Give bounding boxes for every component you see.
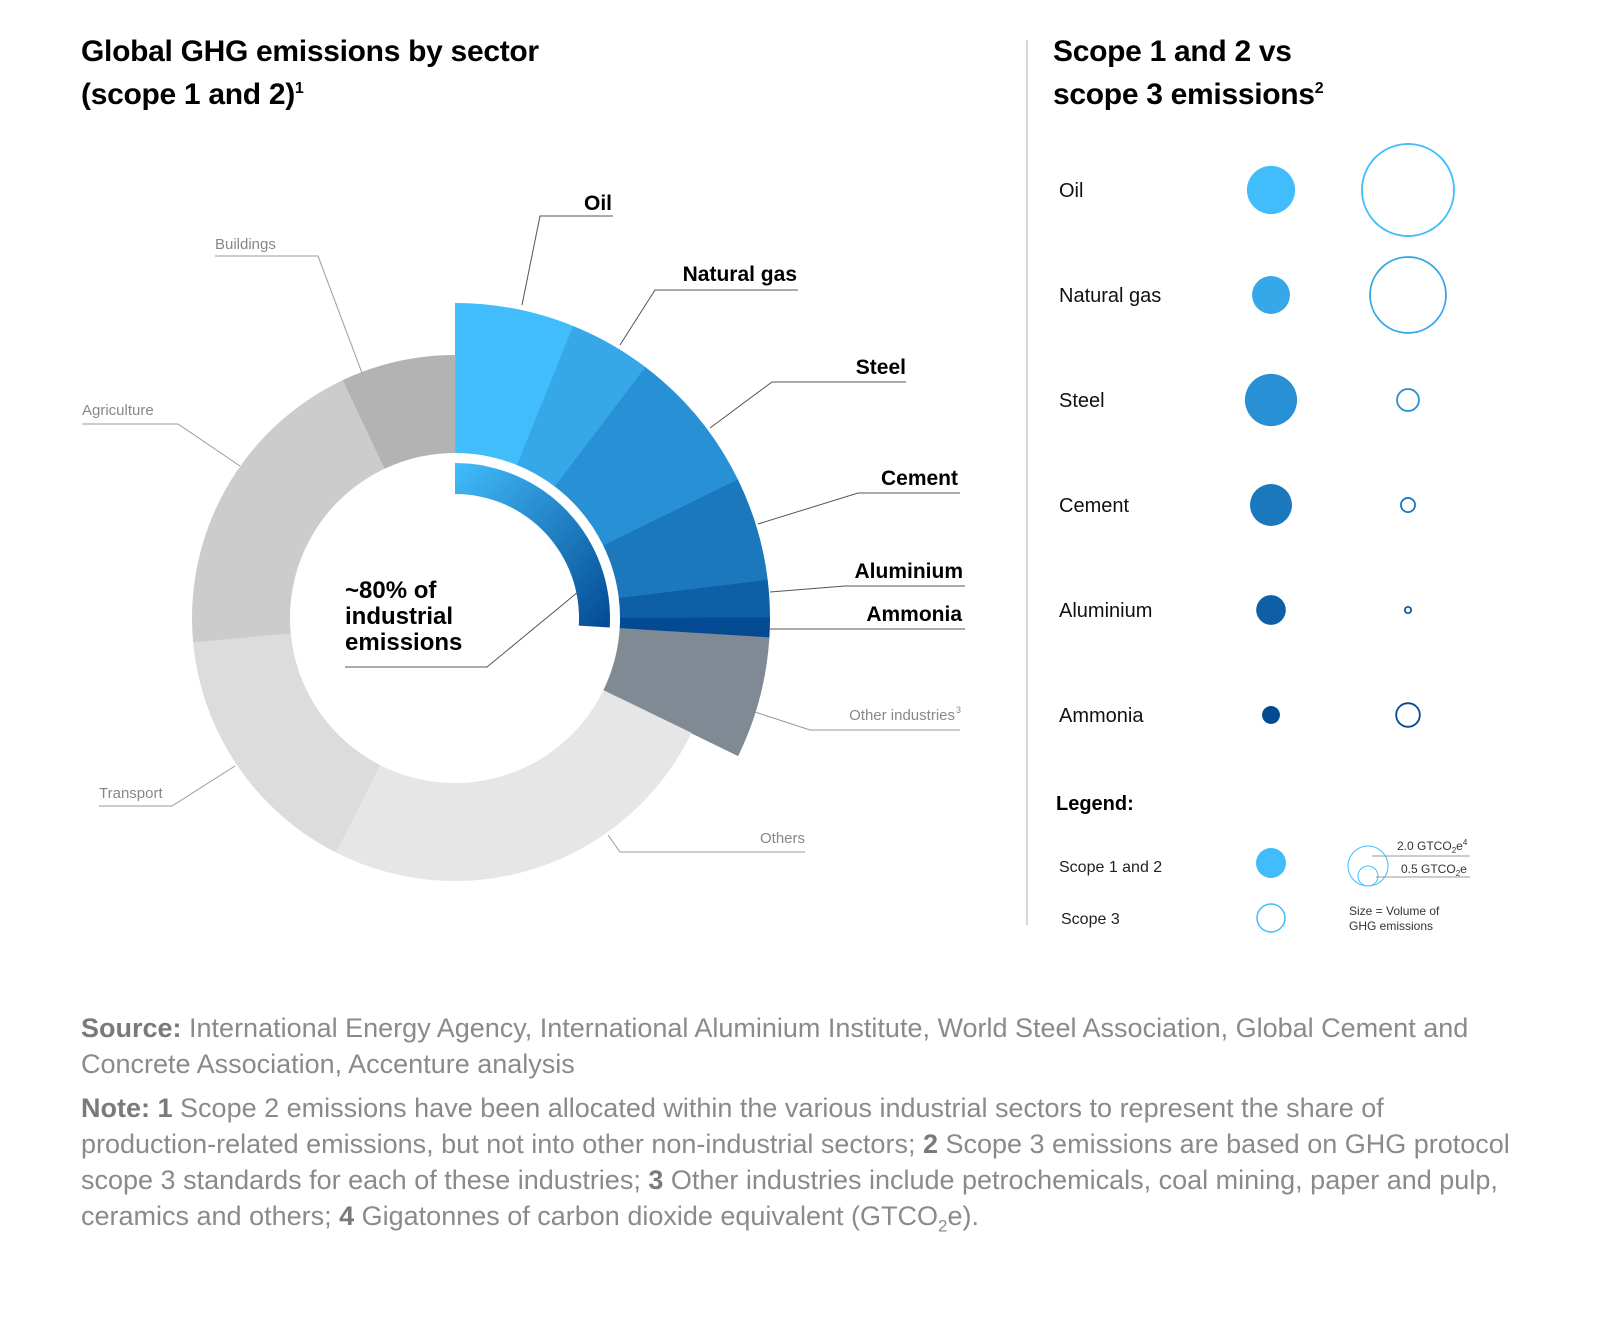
leader-line-natural-gas <box>619 289 798 346</box>
slice-agriculture <box>192 379 385 643</box>
bubble-scope3-oil <box>1361 143 1455 237</box>
source-text: Source: International Energy Agency, Int… <box>81 1013 1469 1079</box>
leader-line-steel <box>709 381 906 429</box>
bubble-scope12-ammonia <box>1262 706 1280 724</box>
bubble-scope3-aluminium <box>1403 605 1413 615</box>
leader-line-buildings <box>215 255 363 374</box>
leader-line-agriculture <box>82 423 241 467</box>
slice-label-transport: Transport <box>99 785 163 802</box>
row-label-cement: Cement <box>1059 495 1129 517</box>
bubble-scope3-ammonia <box>1395 702 1421 728</box>
legend-scope3-swatch <box>1256 903 1286 933</box>
bubble-scope12-oil <box>1246 165 1296 215</box>
slice-aluminium <box>618 579 770 619</box>
leader-line-cement <box>757 492 960 525</box>
slice-label-ammonia: Ammonia <box>866 603 962 626</box>
row-label-natural-gas: Natural gas <box>1059 285 1161 307</box>
slice-label-oil: Oil <box>584 192 612 215</box>
leader-line-transport <box>99 765 236 807</box>
legend-scope3-label: Scope 3 <box>1061 911 1120 928</box>
industrial-share-arc <box>455 463 610 628</box>
legend-size-reference-small-label: 0.5 GTCO2e <box>1401 862 1467 878</box>
slice-steel <box>554 367 739 546</box>
slice-natural-gas <box>516 325 646 487</box>
bubble-scope12-cement <box>1250 484 1292 526</box>
slice-label-aluminium: Aluminium <box>855 560 964 583</box>
slice-label-cement: Cement <box>881 467 958 490</box>
leader-line-aluminium <box>769 585 965 593</box>
slice-oil <box>455 303 574 466</box>
leader-line-other-industries <box>754 711 960 731</box>
legend-size-reference-large-label: 2.0 GTCO2e4 <box>1397 838 1468 855</box>
bubble-scope3-cement <box>1400 497 1416 513</box>
leader-lines <box>82 215 965 853</box>
slice-transport <box>193 633 381 853</box>
slice-label-buildings: Buildings <box>215 236 276 253</box>
row-label-steel: Steel <box>1059 390 1105 412</box>
leader-line-others <box>607 834 805 853</box>
legend-title: Legend: <box>1056 793 1134 815</box>
legend-scope12-label: Scope 1 and 2 <box>1059 859 1162 876</box>
bubble-scope3-steel <box>1396 388 1420 412</box>
slice-cement <box>603 479 768 599</box>
row-label-aluminium: Aluminium <box>1059 600 1152 622</box>
slice-label-agriculture: Agriculture <box>82 402 154 419</box>
slice-label-other-industries: Other industries <box>849 707 955 724</box>
leader-line-oil <box>521 215 613 306</box>
right-chart-title: Scope 1 and 2 vs scope 3 emissions2 <box>1053 35 1324 111</box>
leader-line-center <box>345 591 579 668</box>
slice-buildings <box>342 354 456 469</box>
slice-label-natural-gas: Natural gas <box>683 263 797 286</box>
center-label: ~80% of industrial emissions <box>345 577 462 656</box>
legend-size-reference-small <box>1357 865 1379 887</box>
center-label-line-1: ~80% of <box>345 577 437 604</box>
slice-ammonia <box>619 617 771 638</box>
legend-size-note-2: GHG emissions <box>1349 919 1433 933</box>
bubble-scope12-natural-gas <box>1252 276 1290 314</box>
slice-others <box>335 690 692 882</box>
row-label-oil: Oil <box>1059 180 1083 202</box>
left-chart-title: Global GHG emissions by sector (scope 1 … <box>81 35 539 111</box>
slice-label-steel: Steel <box>856 356 906 379</box>
center-label-line-2: industrial <box>345 603 453 630</box>
bubble-scope12-aluminium <box>1256 595 1286 625</box>
slice-label-others: Others <box>760 830 805 847</box>
legend-size-note-1: Size = Volume of <box>1349 904 1440 918</box>
donut-chart <box>192 303 771 882</box>
slice-other-industries <box>603 628 770 757</box>
legend-scope12-swatch <box>1256 848 1286 878</box>
slice-label-other-industries-sup: 3 <box>956 705 961 715</box>
row-label-ammonia: Ammonia <box>1059 705 1144 727</box>
bubble-matrix: Oil Natural gas Steel Cement Aluminium Ammoni… <box>1059 143 1455 728</box>
center-label-line-3: emissions <box>345 629 462 656</box>
legend-size-reference: 2.0 GTCO2e4 0.5 GTCO2e <box>1347 838 1470 887</box>
notes-text: Note: 1 Scope 2 emissions have been allo… <box>81 1093 1510 1236</box>
bubble-scope12-steel <box>1244 373 1298 427</box>
bubble-scope3-natural-gas <box>1369 256 1447 334</box>
